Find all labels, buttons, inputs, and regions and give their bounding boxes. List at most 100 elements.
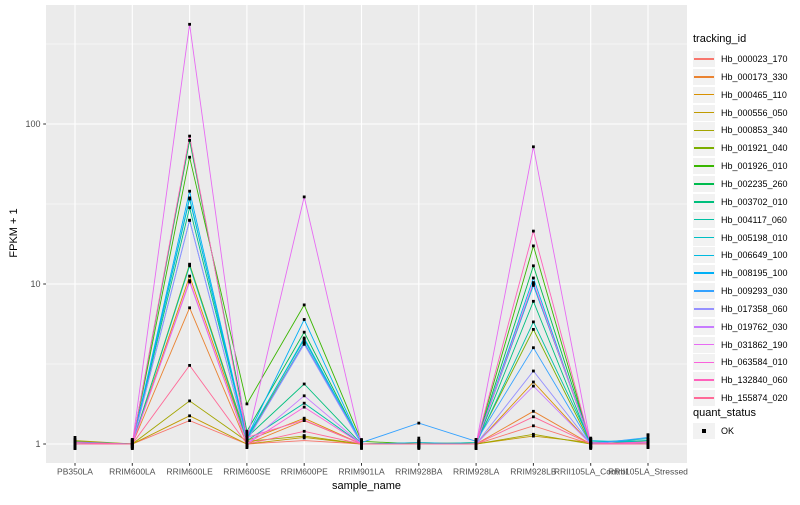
data-point [188, 134, 191, 138]
data-point [532, 369, 535, 373]
legend-item-Hb_008195_100: Hb_008195_100 [693, 265, 788, 282]
x-tick-label: RRIM600PE [281, 467, 329, 477]
legend-item-quant-OK: OK [693, 423, 734, 439]
legend-line-icon [694, 93, 714, 96]
legend-line-icon [694, 111, 714, 114]
legend-key-swatch [693, 318, 715, 335]
data-point [188, 274, 191, 278]
data-point [188, 364, 191, 367]
data-point [245, 439, 249, 442]
legend-line-icon [694, 397, 714, 399]
legend-item-label: Hb_000556_050 [721, 107, 788, 118]
x-tick-label: RRIM600SE [223, 467, 271, 477]
data-point [302, 436, 306, 440]
legend-item-label: Hb_017358_060 [721, 303, 788, 314]
y-tick-label: 100 [25, 119, 40, 129]
legend-key-swatch [693, 283, 715, 300]
legend-item-label: Hb_000853_340 [721, 125, 788, 136]
legend-key-swatch [693, 423, 715, 439]
data-point [245, 431, 249, 435]
data-point [130, 447, 134, 450]
data-point [302, 303, 306, 307]
x-tick-label: RRII105LA_Control [554, 467, 628, 477]
legend-item-Hb_000853_340: Hb_000853_340 [693, 122, 788, 139]
legend-item-label: Hb_009293_030 [721, 286, 788, 297]
data-point [188, 22, 191, 26]
data-point [589, 442, 593, 446]
legend-key-swatch [693, 86, 715, 103]
legend-item-label: Hb_031862_190 [721, 339, 788, 350]
data-point [532, 328, 535, 331]
x-tick-label: RRIM928LA [453, 467, 500, 477]
data-point [532, 380, 535, 384]
data-point [532, 384, 535, 388]
data-point [532, 264, 535, 268]
legend-item-Hb_001921_040: Hb_001921_040 [693, 140, 788, 157]
data-point [188, 206, 191, 210]
data-point [532, 276, 535, 280]
data-point [360, 444, 363, 448]
data-point [417, 439, 421, 443]
data-point [360, 440, 363, 444]
legend-item-label: Hb_006649_100 [721, 250, 788, 261]
legend-item-Hb_063584_010: Hb_063584_010 [693, 354, 788, 371]
x-tick-label: RRII105LA_Stressed [608, 467, 688, 477]
legend-item-Hb_004117_060: Hb_004117_060 [693, 211, 787, 228]
data-point [188, 262, 191, 266]
data-point [130, 439, 134, 442]
legend-item-Hb_000465_110: Hb_000465_110 [693, 86, 787, 103]
legend-item-Hb_003702_010: Hb_003702_010 [693, 193, 788, 210]
legend-line-icon [694, 147, 714, 150]
data-point [73, 442, 77, 445]
data-point [245, 402, 249, 406]
data-point [188, 279, 191, 282]
legend-key-swatch [693, 390, 715, 407]
data-point [73, 439, 77, 443]
data-point [589, 437, 593, 441]
y-tick-label: 10 [30, 279, 40, 289]
x-tick-label: RRIM928LB [510, 467, 557, 477]
legend-key-swatch [693, 336, 715, 353]
legend-key-swatch [693, 372, 715, 389]
data-point [302, 405, 306, 409]
legend-line-icon [694, 290, 714, 292]
legend-item-Hb_001926_010: Hb_001926_010 [693, 158, 788, 175]
data-point [532, 145, 535, 149]
y-axis-title: FPKM + 1 [8, 208, 20, 258]
legend-item-Hb_000173_330: Hb_000173_330 [693, 68, 788, 85]
legend-item-label: Hb_000023_170 [721, 54, 788, 64]
data-point [302, 401, 306, 405]
data-point [302, 429, 306, 433]
data-point [417, 442, 421, 446]
x-tick-label: RRIM600LA [109, 467, 156, 477]
data-point [245, 441, 249, 445]
data-point [302, 382, 306, 386]
data-point [589, 446, 593, 449]
data-point [532, 284, 535, 287]
x-tick-label: RRIM600LE [166, 467, 213, 477]
data-point [302, 341, 306, 344]
x-tick-label: RRIM928BA [395, 467, 443, 477]
legend-line-icon [694, 379, 714, 382]
data-point [188, 189, 191, 193]
data-point [532, 424, 535, 428]
legend-key-swatch [693, 175, 715, 192]
legend-item-label: Hb_003702_010 [721, 196, 788, 207]
legend-item-label: Hb_019762_030 [721, 321, 788, 332]
legend-line-icon [694, 76, 714, 78]
legend-key-swatch [693, 158, 715, 175]
legend-line-icon [694, 218, 714, 221]
legend-item-label: OK [721, 426, 735, 436]
data-point [474, 441, 478, 445]
data-point [188, 196, 191, 200]
legend-item-Hb_005198_010: Hb_005198_010 [693, 229, 788, 246]
data-point [188, 218, 191, 222]
data-point [417, 446, 421, 449]
data-point [532, 320, 535, 324]
data-point [532, 432, 535, 436]
data-point [188, 414, 191, 418]
x-tick-label: RRIM901LA [338, 467, 385, 477]
legend-line-icon [694, 165, 714, 167]
data-point [360, 447, 363, 450]
